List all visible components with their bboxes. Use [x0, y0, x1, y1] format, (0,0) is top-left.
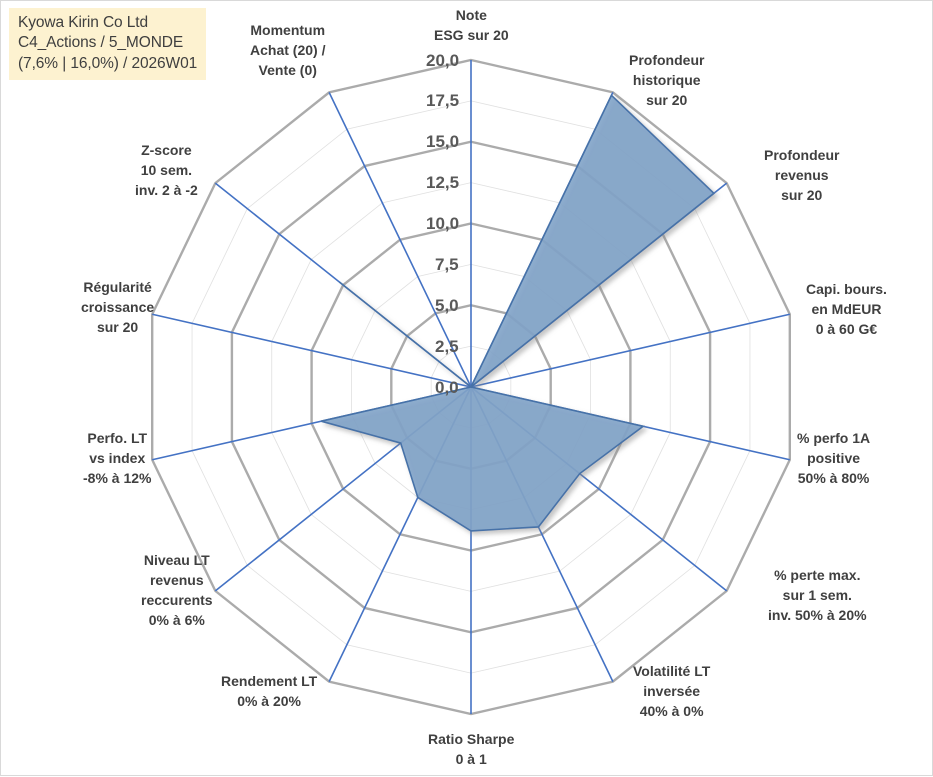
axis-label-capi-bours: Capi. bours. en MdEUR 0 à 60 G€: [806, 280, 887, 340]
axis-label-line: 0 à 60 G€: [815, 320, 878, 337]
axis-label-line: Régularité: [83, 279, 152, 295]
axis-label-line: Capi. bours.: [806, 281, 887, 297]
axis-label-line: sur 20: [781, 186, 823, 203]
axis-label-line: Niveau LT: [143, 552, 210, 568]
axis-label-line: % perfo 1A: [797, 430, 871, 446]
axis-label-line: % perte max.: [774, 567, 861, 583]
axis-label-line: 10 sem.: [140, 161, 193, 178]
axis-label-line: Profondeur: [764, 147, 840, 163]
axis-label-line: Note: [455, 7, 487, 23]
axis-label-line: revenus: [149, 571, 204, 588]
axis-label-line: Momentum: [250, 22, 326, 38]
axis-label-perte-max: % perte max. sur 1 sem. inv. 50% à 20%: [768, 566, 867, 626]
axis-label-line: croissance: [81, 298, 155, 315]
axis-label-rendement-lt: Rendement LT 0% à 20%: [221, 672, 317, 712]
chart-title-box: Kyowa Kirin Co Ltd C4_Actions / 5_MONDE …: [9, 8, 207, 81]
axis-label-line: Perfo. LT: [87, 430, 148, 446]
axis-label-line: 50% à 80%: [797, 469, 870, 486]
radial-tick-label: 10,0: [426, 214, 460, 233]
axis-label-line: Vente (0): [258, 61, 317, 78]
axis-label-line: revenus: [774, 166, 829, 183]
axis-label-line: 0% à 6%: [148, 611, 205, 628]
axis-label-regularite-croissance: Régularité croissance sur 20: [81, 278, 154, 338]
axis-label-line: -8% à 12%: [83, 469, 152, 486]
axis-label-line: Rendement LT: [221, 673, 318, 689]
axis-label-line: inv. 2 à -2: [135, 181, 198, 198]
radial-tick-label: 2,5: [435, 337, 459, 356]
axis-label-line: Volatilité LT: [633, 663, 711, 679]
axis-label-perfo-lt-vs-index: Perfo. LT vs index -8% à 12%: [83, 429, 151, 489]
axis-label-momentum: Momentum Achat (20) / Vente (0): [250, 21, 325, 81]
radial-tick-label: 12,5: [426, 173, 460, 192]
axis-label-line: historique: [632, 71, 701, 88]
axis-label-line: Profondeur: [629, 52, 705, 68]
axis-label-line: reccurents: [141, 591, 213, 608]
title-line-1: Kyowa Kirin Co Ltd: [18, 14, 149, 31]
radial-tick-label: 7,5: [435, 255, 459, 274]
axis-label-niveau-lt-revenus: Niveau LT revenus reccurents 0% à 6%: [141, 551, 213, 631]
axis-label-line: sur 1 sem.: [782, 586, 852, 603]
axis-label-perfo-1a-positive: % perfo 1A positive 50% à 80%: [797, 429, 870, 489]
axis-label-line: ESG sur 20: [434, 26, 509, 43]
radial-tick-label: 5,0: [435, 296, 459, 315]
axis-label-line: Ratio Sharpe: [428, 731, 515, 747]
axis-label-line: Achat (20) /: [250, 41, 326, 58]
axis-label-line: 0 à 1: [455, 750, 487, 767]
axis-label-line: positive: [807, 449, 861, 466]
axis-label-line: 40% à 0%: [639, 702, 704, 719]
axis-label-profondeur-revenus: Profondeur revenus sur 20: [764, 146, 839, 206]
axis-label-line: 0% à 20%: [237, 692, 302, 709]
axis-label-line: inv. 50% à 20%: [768, 606, 867, 623]
axis-label-line: sur 20: [646, 91, 688, 108]
axis-label-line: sur 20: [96, 318, 139, 335]
axis-label-line: inversée: [643, 682, 701, 699]
axis-spoke: [152, 313, 472, 388]
axis-label-line: vs index: [89, 449, 146, 466]
radial-tick-label: 15,0: [426, 132, 460, 151]
title-line-2: C4_Actions / 5_MONDE: [18, 34, 184, 52]
axis-label-note-esg: Note ESG sur 20: [434, 6, 509, 46]
title-line-3: (7,6% | 16,0%) / 2026W01: [18, 54, 198, 72]
axis-label-z-score: Z-score 10 sem. inv. 2 à -2: [135, 141, 198, 201]
axis-label-line: en MdEUR: [811, 300, 882, 317]
axis-label-profondeur-historique: Profondeur historique sur 20: [629, 51, 704, 111]
axis-spoke: [470, 313, 790, 388]
series-polygon: [320, 93, 716, 532]
radial-tick-label: 0,0: [435, 378, 459, 397]
radial-tick-label: 20,0: [426, 51, 460, 70]
axis-label-line: Z-score: [141, 142, 192, 158]
radar-series-polygon: [320, 93, 716, 532]
radial-tick-label: 17,5: [426, 91, 460, 110]
axis-spoke: [328, 92, 472, 388]
axis-label-volatilite-lt: Volatilité LT inversée 40% à 0%: [633, 662, 710, 722]
axis-label-ratio-sharpe: Ratio Sharpe 0 à 1: [428, 730, 514, 770]
